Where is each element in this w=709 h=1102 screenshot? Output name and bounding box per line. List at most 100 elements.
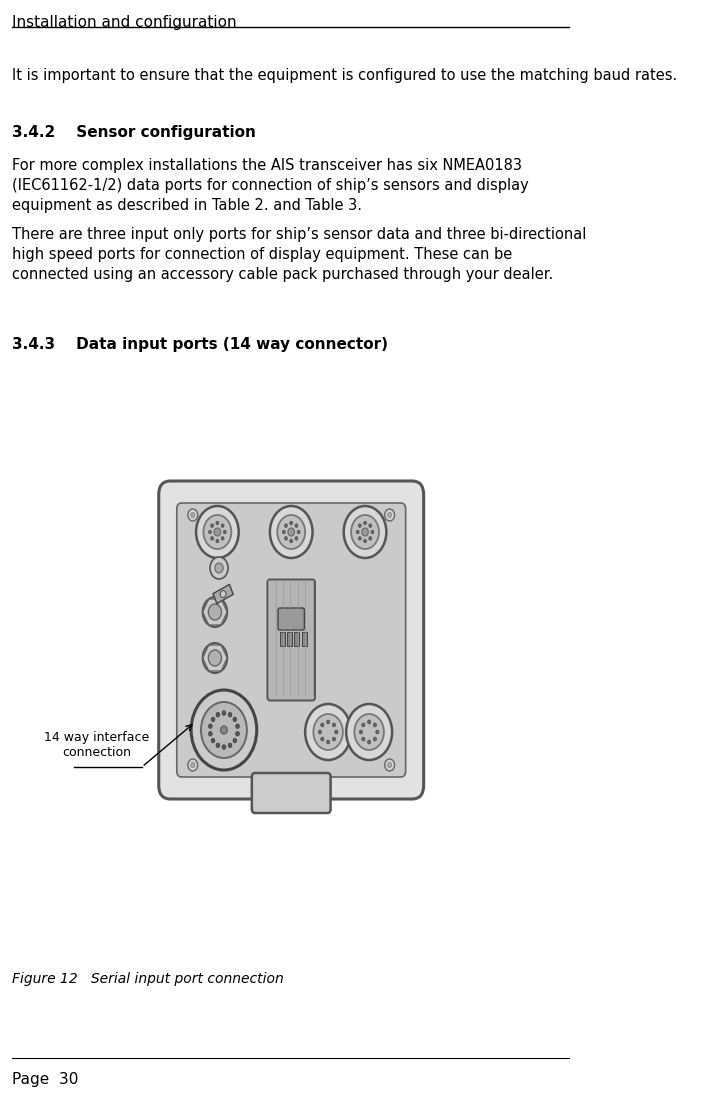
FancyBboxPatch shape	[267, 580, 315, 701]
Circle shape	[358, 523, 362, 528]
Circle shape	[196, 506, 239, 558]
Circle shape	[277, 515, 305, 549]
Circle shape	[369, 523, 372, 528]
Circle shape	[220, 726, 227, 734]
Circle shape	[208, 530, 211, 533]
Circle shape	[211, 523, 213, 528]
Circle shape	[359, 730, 362, 734]
Circle shape	[282, 530, 285, 533]
Circle shape	[211, 537, 213, 540]
Circle shape	[376, 730, 379, 734]
Circle shape	[362, 528, 368, 536]
Circle shape	[216, 743, 220, 747]
Circle shape	[367, 720, 371, 724]
Bar	[294, 633, 299, 646]
FancyBboxPatch shape	[252, 773, 330, 813]
Circle shape	[211, 717, 215, 722]
Circle shape	[374, 723, 376, 727]
Circle shape	[191, 512, 195, 518]
Circle shape	[191, 690, 257, 770]
Circle shape	[228, 712, 232, 717]
Circle shape	[288, 528, 294, 536]
Circle shape	[333, 723, 335, 727]
Circle shape	[344, 506, 386, 558]
Circle shape	[203, 515, 231, 549]
Bar	[302, 633, 307, 646]
Circle shape	[385, 759, 395, 771]
Circle shape	[318, 730, 322, 734]
Circle shape	[335, 730, 338, 734]
Text: There are three input only ports for ship’s sensor data and three bi-directional: There are three input only ports for shi…	[12, 227, 586, 282]
Circle shape	[215, 563, 223, 573]
Polygon shape	[213, 584, 233, 604]
Circle shape	[367, 741, 371, 744]
Circle shape	[208, 724, 212, 728]
Circle shape	[333, 737, 335, 741]
Circle shape	[222, 711, 226, 715]
Text: 3.4.2    Sensor configuration: 3.4.2 Sensor configuration	[12, 125, 256, 140]
Circle shape	[208, 650, 221, 666]
Circle shape	[326, 720, 330, 724]
Circle shape	[270, 506, 313, 558]
FancyBboxPatch shape	[159, 480, 424, 799]
Circle shape	[371, 530, 374, 533]
Circle shape	[235, 724, 240, 728]
Circle shape	[362, 723, 365, 727]
Circle shape	[214, 528, 220, 536]
Circle shape	[388, 512, 391, 518]
Circle shape	[235, 732, 240, 736]
FancyArrowPatch shape	[144, 725, 192, 765]
Circle shape	[388, 763, 391, 767]
Circle shape	[374, 737, 376, 741]
Text: 3.4.3    Data input ports (14 way connector): 3.4.3 Data input ports (14 way connector…	[12, 337, 389, 352]
Circle shape	[201, 702, 247, 758]
Circle shape	[228, 743, 232, 747]
Circle shape	[346, 704, 392, 760]
Bar	[287, 633, 292, 646]
Circle shape	[223, 530, 226, 533]
Circle shape	[216, 521, 219, 525]
FancyBboxPatch shape	[177, 503, 406, 777]
Circle shape	[188, 759, 198, 771]
Circle shape	[305, 704, 351, 760]
Text: Figure 12   Serial input port connection: Figure 12 Serial input port connection	[12, 972, 284, 986]
Circle shape	[320, 737, 324, 741]
Circle shape	[216, 712, 220, 717]
Circle shape	[211, 738, 215, 743]
Circle shape	[208, 732, 212, 736]
Circle shape	[326, 741, 330, 744]
Circle shape	[320, 723, 324, 727]
Circle shape	[313, 714, 343, 750]
Circle shape	[290, 539, 293, 543]
Circle shape	[297, 530, 300, 533]
Circle shape	[188, 509, 198, 521]
Circle shape	[358, 537, 362, 540]
Circle shape	[295, 523, 298, 528]
Circle shape	[290, 521, 293, 525]
Circle shape	[284, 537, 287, 540]
Circle shape	[356, 530, 359, 533]
Circle shape	[284, 523, 287, 528]
Text: Page  30: Page 30	[12, 1072, 79, 1087]
Circle shape	[210, 557, 228, 579]
Circle shape	[295, 537, 298, 540]
Circle shape	[362, 737, 365, 741]
Circle shape	[233, 717, 237, 722]
Bar	[280, 633, 284, 646]
Circle shape	[221, 523, 224, 528]
Text: Installation and configuration: Installation and configuration	[12, 15, 237, 30]
Circle shape	[216, 539, 219, 543]
Circle shape	[222, 745, 226, 749]
Circle shape	[203, 597, 227, 627]
Circle shape	[233, 738, 237, 743]
Circle shape	[364, 521, 367, 525]
Text: 14 way interface
connection: 14 way interface connection	[44, 731, 150, 759]
Circle shape	[220, 591, 226, 597]
Text: It is important to ensure that the equipment is configured to use the matching b: It is important to ensure that the equip…	[12, 68, 678, 83]
Circle shape	[221, 537, 224, 540]
Circle shape	[354, 714, 384, 750]
Circle shape	[369, 537, 372, 540]
Circle shape	[208, 604, 221, 620]
Circle shape	[385, 509, 395, 521]
Circle shape	[364, 539, 367, 543]
